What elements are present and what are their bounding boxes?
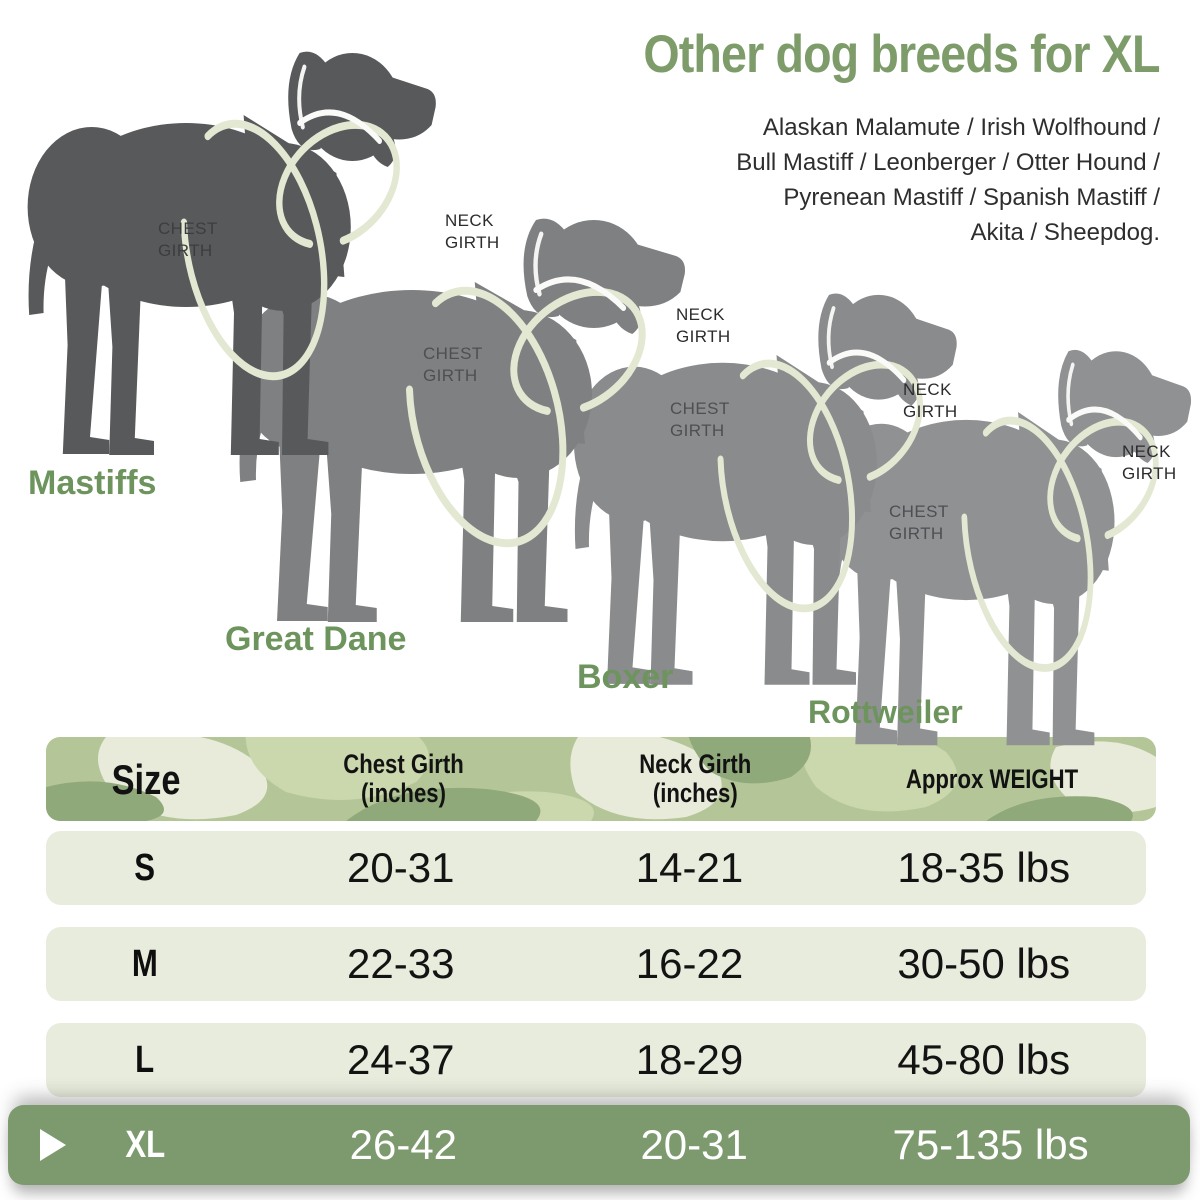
boxer-neck-girth-label: NECK GIRTH: [903, 380, 958, 421]
table-header: Size Chest Girth (inches) Neck Girth (inch…: [46, 737, 1156, 821]
table-row-size-m: M 22-33 16-22 30-50 lbs: [46, 927, 1146, 1001]
breed-list-line: Pyrenean Mastiff / Spanish Mastiff /: [783, 184, 1160, 211]
column-header-chest-girth: Chest Girth (inches): [343, 749, 465, 808]
size-value: L: [135, 1038, 155, 1081]
mastiff-chest-girth-label: CHEST GIRTH: [158, 219, 218, 260]
table-row-size-xl-highlighted: XL 26-42 20-31 75-135 lbs: [8, 1105, 1190, 1185]
rottweiler-neck-girth-label: NECK GIRTH: [1122, 442, 1177, 483]
chest-girth-value: 22-33: [347, 940, 455, 987]
weight-value: 30-50 lbs: [897, 940, 1071, 987]
neck-girth-value: 18-29: [635, 1036, 744, 1083]
breed-list: Alaskan Malamute / Irish Wolfhound / Bul…: [660, 110, 1160, 250]
weight-value: 75-135 lbs: [892, 1121, 1089, 1168]
rottweiler-chest-girth-label: CHEST GIRTH: [889, 502, 949, 543]
column-header-weight: Approx WEIGHT: [906, 763, 1079, 794]
chest-girth-value: 24-37: [347, 1036, 455, 1083]
column-header-neck-girth: Neck Girth (inches): [639, 749, 752, 808]
chest-girth-value: 26-42: [349, 1121, 458, 1168]
table-row-size-s: S 20-31 14-21 18-35 lbs: [46, 831, 1146, 905]
chest-girth-value: 20-31: [347, 844, 455, 891]
great-dane-name-label: Great Dane: [225, 620, 407, 658]
page-title-text: Other dog breeds for XL: [643, 25, 1161, 84]
breed-list-line: Alaskan Malamute / Irish Wolfhound /: [762, 114, 1160, 141]
weight-value: 45-80 lbs: [897, 1036, 1071, 1083]
great-dane-chest-girth-label: CHEST GIRTH: [423, 344, 483, 385]
rottweiler-name-label: Rottweiler: [808, 694, 963, 730]
boxer-name-label: Boxer: [577, 658, 674, 696]
great-dane-neck-girth-label: NECK GIRTH: [676, 305, 731, 346]
neck-girth-value: 14-21: [635, 844, 744, 891]
size-value: M: [132, 942, 158, 985]
page-title: Other dog breeds for XL: [573, 24, 1161, 85]
table-row-size-l: L 24-37 18-29 45-80 lbs: [46, 1023, 1146, 1097]
mastiff-name-label: Mastiffs: [28, 464, 157, 502]
weight-value: 18-35 lbs: [897, 844, 1071, 891]
rottweiler-silhouette: [824, 350, 1191, 745]
column-header-size: Size: [111, 755, 181, 803]
xl-pointer-arrow-icon: [40, 1129, 66, 1161]
camouflage-pattern: [46, 737, 1156, 821]
neck-girth-value: 20-31: [640, 1121, 748, 1168]
boxer-chest-girth-label: CHEST GIRTH: [670, 399, 730, 440]
size-value: XL: [125, 1123, 166, 1166]
size-value: S: [134, 846, 156, 889]
breed-list-line: Akita / Sheepdog.: [970, 219, 1160, 246]
mastiff-neck-girth-label: NECK GIRTH: [445, 211, 500, 252]
neck-girth-value: 16-22: [635, 940, 744, 987]
breed-list-line: Bull Mastiff / Leonberger / Otter Hound …: [736, 149, 1160, 176]
